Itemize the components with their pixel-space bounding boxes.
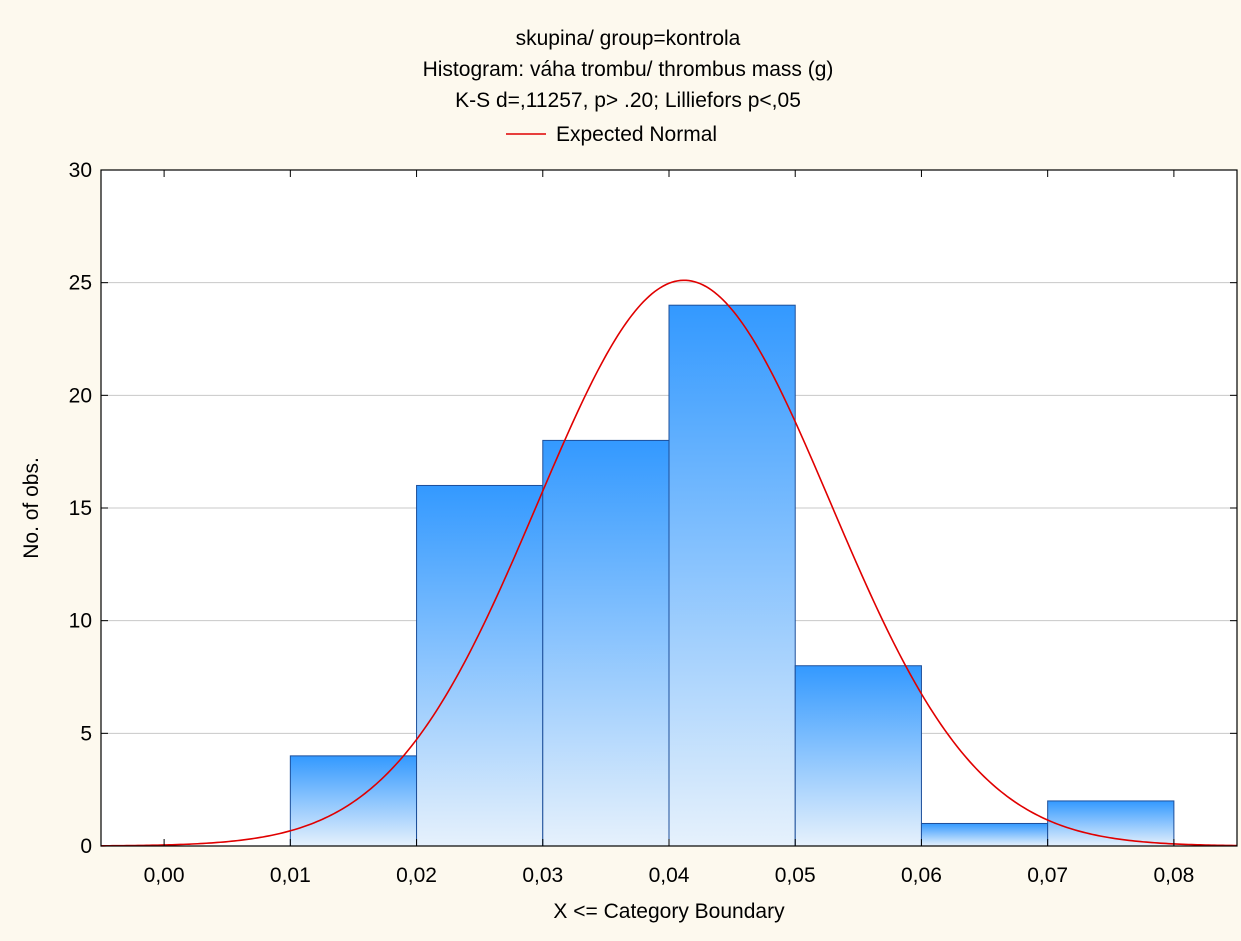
y-tick-label: 25 [69, 272, 92, 295]
x-tick-label: 0,01 [270, 864, 311, 887]
legend: Expected Normal [506, 123, 717, 146]
x-tick-label: 0,04 [649, 864, 690, 887]
y-tick-label: 10 [69, 610, 92, 633]
x-tick-label: 0,05 [775, 864, 816, 887]
histogram-bar [668, 304, 796, 847]
histogram-bar [794, 665, 922, 847]
legend-label: Expected Normal [556, 123, 717, 146]
histogram-bar [1047, 800, 1175, 847]
x-axis-label: X <= Category Boundary [553, 900, 785, 923]
y-axis-label: No. of obs. [20, 457, 43, 559]
x-tick-label: 0,07 [1027, 864, 1068, 887]
y-tick-label: 5 [80, 722, 92, 745]
chart-title-line-1: skupina/ group=kontrola [516, 27, 741, 50]
y-tick-label: 20 [69, 384, 92, 407]
x-tick-label: 0,00 [144, 864, 185, 887]
x-tick-label: 0,08 [1153, 864, 1194, 887]
histogram-bar [416, 484, 544, 847]
y-tick-label: 0 [80, 835, 92, 858]
x-tick-label: 0,06 [901, 864, 942, 887]
histogram-bar [542, 439, 670, 847]
y-tick-label: 30 [69, 159, 92, 182]
x-tick-label: 0,03 [522, 864, 563, 887]
x-tick-label: 0,02 [396, 864, 437, 887]
histogram-bar [920, 822, 1049, 847]
y-axis-tick-labels: 0 5 10 15 20 25 30 [69, 159, 92, 858]
x-axis-tick-labels: 0,00 0,01 0,02 0,03 0,04 0,05 0,06 0,07 0,08 [144, 864, 1195, 887]
axis-ticks [101, 169, 1237, 847]
histogram-bars [289, 304, 1175, 847]
y-tick-label: 15 [69, 497, 92, 520]
chart-title-line-3: K-S d=,11257, p> .20; Lilliefors p<,05 [455, 89, 801, 112]
chart-title-line-2: Histogram: váha trombu/ thrombus mass (g… [423, 58, 834, 81]
expected-normal-curve [100, 279, 1238, 847]
